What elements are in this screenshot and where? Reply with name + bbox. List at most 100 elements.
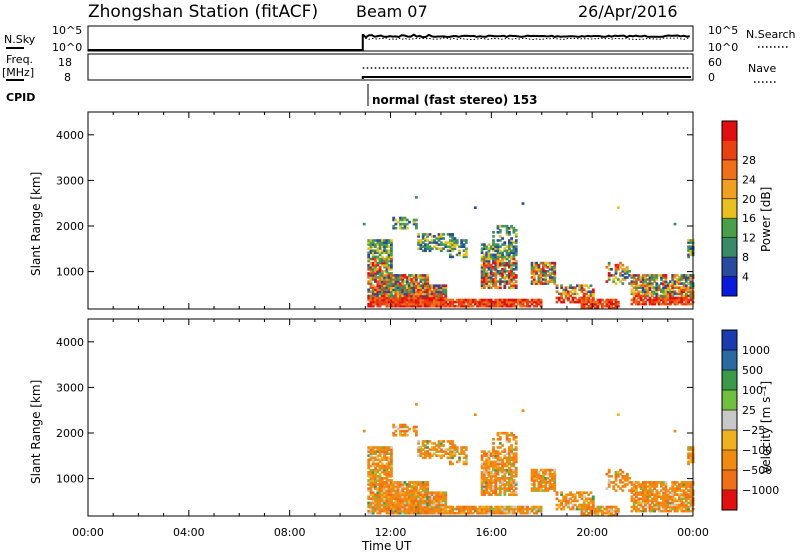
heatmap-cell: [551, 261, 554, 265]
heatmap-cell: [435, 503, 439, 507]
heatmap-cell: [428, 302, 432, 306]
heatmap-cell: [408, 276, 411, 279]
heatmap-cell: [539, 487, 543, 490]
heatmap-cell: [555, 491, 559, 494]
heatmap-cell: [510, 257, 513, 261]
heatmap-cell: [598, 507, 602, 511]
heatmap-cell: [689, 239, 693, 242]
heatmap-cell: [462, 509, 466, 513]
power-x-tick-marks: [87, 112, 694, 309]
heatmap-cell: [648, 495, 652, 499]
heatmap-cell: [446, 452, 450, 455]
heatmap-cell: [671, 286, 675, 289]
heatmap-cell: [498, 235, 502, 238]
heatmap-cell: [428, 499, 432, 503]
heatmap-cell: [505, 489, 509, 492]
heatmap-cell: [587, 286, 591, 289]
heatmap-cell: [539, 475, 543, 478]
heatmap-cell: [387, 268, 391, 271]
heatmap-cell: [614, 470, 618, 474]
heatmap-cell: [508, 280, 511, 283]
heatmap-cell: [585, 507, 588, 511]
heatmap-cell: [517, 300, 520, 304]
heatmap-cell: [678, 497, 681, 501]
heatmap-cell: [435, 284, 439, 287]
heatmap-cell: [687, 485, 690, 488]
heatmap-cell: [530, 282, 534, 285]
heatmap-cell: [580, 491, 584, 494]
heatmap-cell: [394, 282, 398, 285]
heatmap-cell: [483, 298, 486, 302]
heatmap-cell: [374, 294, 377, 298]
heatmap-cell: [666, 298, 670, 302]
heatmap-cell: [637, 503, 641, 507]
heatmap-cell: [367, 253, 371, 257]
heatmap-cell: [546, 265, 550, 269]
heatmap-cell: [537, 274, 541, 277]
heatmap-cell: [442, 304, 445, 308]
heatmap-cell: [544, 483, 548, 486]
heatmap-cell: [433, 245, 436, 248]
heatmap-cell: [632, 501, 636, 505]
heatmap-cell: [453, 237, 457, 240]
heatmap-cell: [503, 462, 507, 466]
heatmap-cell: [392, 495, 396, 499]
heatmap-cell: [401, 284, 405, 287]
heatmap-cell: [560, 294, 563, 298]
heatmap-cell: [553, 272, 557, 275]
heatmap-cell: [485, 255, 489, 259]
heatmap-cell: [421, 292, 425, 296]
heatmap-cell: [419, 503, 423, 507]
heatmap-cell: [492, 468, 495, 472]
heatmap-cell: [664, 483, 668, 486]
heatmap-cell: [385, 284, 389, 287]
heatmap-cell: [444, 495, 448, 499]
heatmap-cell: [594, 507, 597, 511]
heatmap-cell: [671, 485, 675, 488]
heatmap-cell: [503, 483, 507, 486]
heatmap-cell: [439, 284, 443, 287]
heatmap-cell: [371, 257, 375, 261]
heatmap-cell: [378, 452, 382, 455]
heatmap-cell: [544, 282, 548, 285]
heatmap-cell: [689, 288, 693, 292]
heatmap-cell: [496, 270, 500, 273]
heatmap-cell: [369, 464, 373, 468]
heatmap-cell: [648, 288, 652, 292]
heatmap-cell: [419, 274, 423, 277]
heatmap-cell: [437, 501, 441, 505]
heatmap-cell: [462, 243, 466, 246]
heatmap-cell: [401, 282, 405, 285]
heatmap-cell: [689, 458, 693, 462]
heatmap-cell: [619, 280, 622, 283]
heatmap-cell: [487, 272, 491, 275]
heatmap-cell: [378, 448, 382, 451]
heatmap-cell: [371, 253, 375, 257]
heatmap-cell: [682, 503, 686, 507]
heatmap-cell: [666, 501, 670, 505]
heatmap-cell: [421, 505, 425, 509]
velocity-ylabel: Slant Range [km]: [29, 380, 43, 484]
heatmap-cell: [390, 253, 393, 257]
heatmap-cell: [419, 483, 423, 486]
heatmap-cell: [421, 235, 425, 238]
heatmap-cell: [637, 485, 641, 488]
heatmap-cell: [424, 292, 427, 296]
heatmap-cell: [492, 456, 495, 460]
heatmap-cell: [424, 485, 427, 488]
heatmap-cell: [657, 288, 661, 292]
heatmap-cell: [553, 282, 557, 285]
heatmap-cell: [496, 456, 500, 460]
heatmap-cell: [637, 509, 641, 513]
heatmap-cell: [614, 263, 618, 267]
heatmap-cell: [512, 300, 516, 304]
heatmap-cell: [483, 472, 486, 476]
heatmap-cell: [580, 513, 584, 517]
heatmap-cell: [498, 284, 502, 287]
heatmap-cell: [437, 235, 441, 238]
heatmap-cell: [485, 302, 489, 306]
heatmap-cell: [483, 263, 486, 267]
heatmap-cell: [473, 298, 477, 302]
heatmap-cell: [369, 257, 373, 261]
heatmap-cell: [671, 282, 675, 285]
